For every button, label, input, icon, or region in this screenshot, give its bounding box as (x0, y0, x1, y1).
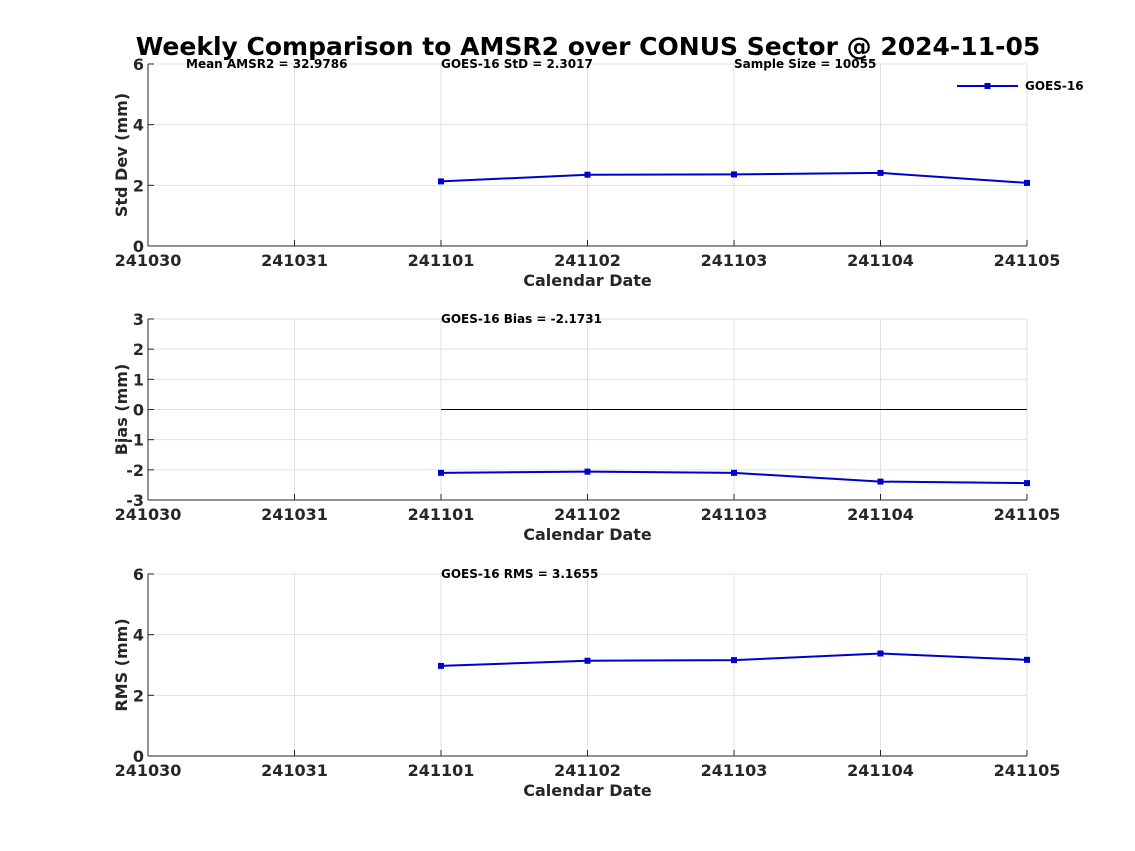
y-tick-label: 1 (133, 370, 144, 389)
x-tick-label: 241102 (554, 251, 621, 270)
panel-3: 0 2 4 6 241030 241031 241101 241102 241103 241104… (112, 565, 1060, 800)
x-tick-label: 241104 (847, 505, 914, 524)
y-tick-label: 4 (133, 116, 144, 135)
data-point (584, 171, 591, 178)
x-tick-label: 241104 (847, 251, 914, 270)
data-point (731, 469, 737, 476)
x-tick-label: 241105 (994, 505, 1061, 524)
x-tick-label: 241031 (261, 761, 328, 780)
y-tick-label: 2 (133, 686, 144, 705)
data-point (731, 171, 737, 178)
legend: GOES-16 (957, 79, 1084, 93)
y-tick-label: 4 (133, 626, 144, 645)
x-tick-label: 241103 (701, 251, 768, 270)
y-tick-label: -3 (126, 491, 144, 510)
stat-annotation: Mean AMSR2 = 32.9786 (186, 57, 347, 71)
y-tick-label: 0 (133, 237, 144, 256)
data-point (1024, 179, 1030, 186)
data-point (877, 650, 884, 657)
stat-annotation: GOES-16 RMS = 3.1655 (441, 567, 598, 581)
x-tick-label: 241101 (408, 251, 475, 270)
data-point (438, 469, 444, 476)
stat-annotation: GOES-16 StD = 2.3017 (441, 57, 593, 71)
x-tick-label: 241031 (261, 505, 328, 524)
x-tick-label: 241103 (701, 761, 768, 780)
legend-label: GOES-16 (1025, 79, 1084, 93)
y-tick-label: 0 (133, 747, 144, 766)
y-tick-label: 6 (133, 55, 144, 74)
x-tick-label: 241101 (408, 505, 475, 524)
y-axis-label: Std Dev (mm) (112, 93, 131, 217)
y-tick-label: 2 (133, 340, 144, 359)
x-tick-label: 241031 (261, 251, 328, 270)
y-tick-label: -1 (126, 431, 144, 450)
x-tick-label: 241030 (115, 761, 182, 780)
data-point (731, 657, 737, 664)
y-tick-label: 3 (133, 310, 144, 329)
panel-2: -3 -2 -1 0 1 2 3 241030 241031 241101 241102 241103… (112, 310, 1060, 544)
panel-1: 0 2 4 6 241030 241031 241101 241102 241103 241104… (112, 55, 1084, 290)
x-tick-label: 241101 (408, 761, 475, 780)
data-point (438, 662, 444, 669)
y-tick-label: 2 (133, 176, 144, 195)
data-point (438, 178, 444, 185)
data-point (877, 478, 884, 485)
legend-marker (984, 83, 991, 89)
y-axis-label: Bias (mm) (112, 364, 131, 456)
y-tick-label: 6 (133, 565, 144, 584)
x-tick-label: 241030 (115, 505, 182, 524)
x-tick-label: 241105 (994, 251, 1061, 270)
x-tick-label: 241102 (554, 761, 621, 780)
stat-annotation: Sample Size = 10055 (734, 57, 876, 71)
x-tick-label: 241030 (115, 251, 182, 270)
figure-title: Weekly Comparison to AMSR2 over CONUS Se… (136, 32, 1041, 61)
x-tick-label: 241103 (701, 505, 768, 524)
data-point (1024, 480, 1030, 487)
y-tick-label: 0 (133, 401, 144, 420)
x-tick-label: 241105 (994, 761, 1061, 780)
x-tick-label: 241104 (847, 761, 914, 780)
stat-annotation: GOES-16 Bias = -2.1731 (441, 312, 602, 326)
x-axis-label: Calendar Date (523, 525, 652, 544)
x-tick-label: 241102 (554, 505, 621, 524)
x-axis-label: Calendar Date (523, 271, 652, 290)
y-tick-label: -2 (126, 461, 144, 480)
data-point (584, 468, 591, 475)
data-point (1024, 656, 1030, 663)
x-axis-label: Calendar Date (523, 781, 652, 800)
y-axis-label: RMS (mm) (112, 618, 131, 711)
data-point (584, 657, 591, 664)
data-point (877, 169, 884, 176)
